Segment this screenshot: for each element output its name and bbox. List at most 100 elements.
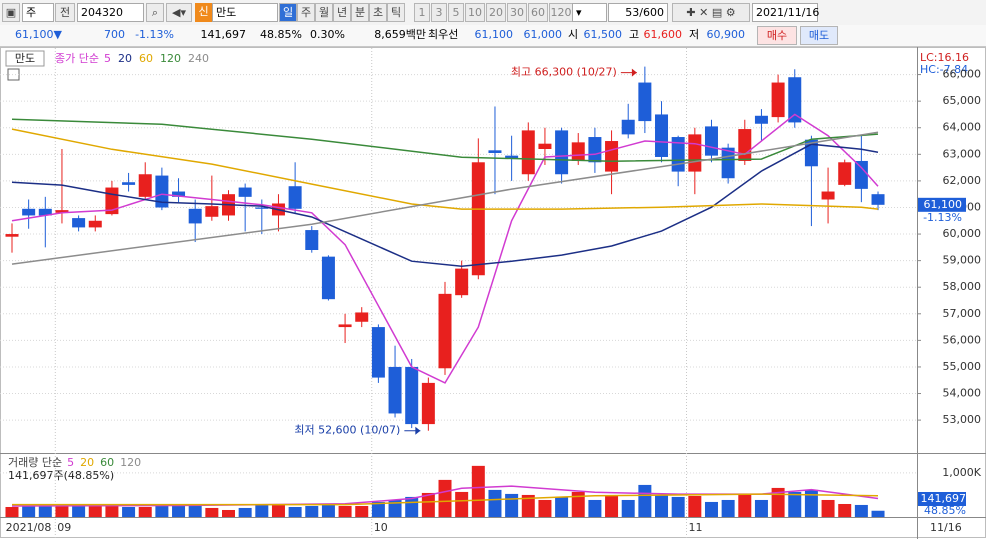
sell-button[interactable]: 매도 [800,26,838,45]
interval-select[interactable]: ▾ [572,3,607,22]
candle-body [838,162,852,185]
legend-entry: 240 [188,52,209,65]
interval-button[interactable]: 60 [528,3,548,22]
lc-label: LC:16.16 [920,51,969,64]
volume-bar [488,489,502,517]
tool-icons[interactable]: ✚ ✕ ▤ ⚙ [672,3,750,22]
volume-bar [704,501,718,517]
candle-body [138,174,152,197]
volume-bar [605,495,619,517]
period-button[interactable]: 주 [297,3,315,22]
count[interactable]: 53/600 [608,3,668,22]
candle-body [122,182,136,185]
period-button[interactable]: 월 [315,3,333,22]
interval-button[interactable]: 5 [448,3,464,22]
y-tick-label: 66,000 [943,68,982,81]
period-button[interactable]: 일 [279,3,297,22]
interval-button[interactable]: 3 [431,3,447,22]
period-button[interactable]: 틱 [387,3,405,22]
code-input[interactable]: 204320 [77,3,144,22]
type-select[interactable]: 주 [22,3,54,22]
candle-body [172,191,186,197]
period-button[interactable]: 분 [351,3,369,22]
buy-button[interactable]: 매수 [757,26,797,45]
last-volume-ratio: 48.85% [924,504,966,517]
search-icon[interactable]: ⌕ [146,3,164,22]
volume-bar [405,496,419,517]
annotation-arrowhead [415,426,421,435]
y-tick-label: 55,000 [943,360,982,373]
x-tick-label: 2021/08 [6,521,52,534]
amount: 8,659백만 [374,28,426,41]
candle-body [255,207,269,209]
y-tick-label: 60,000 [943,227,982,240]
name-input[interactable]: 만도 [212,3,278,22]
x-tick-label: 09 [57,521,71,534]
y-tick-label: 63,000 [943,147,982,160]
interval-button[interactable]: 120 [549,3,573,22]
y-tick-label: 56,000 [943,333,982,346]
volume: 141,697 [200,28,247,41]
legend-entry: 60 [100,456,114,469]
legend-entry: 20 [80,456,94,469]
legend-entry: 20 [118,52,132,65]
date-input[interactable]: 2021/11/16 [752,3,819,22]
candle-body [5,234,19,237]
moving-average-line [11,128,879,210]
candle-body [688,134,702,172]
legend-entry: 60 [139,52,153,65]
candle-body [355,312,369,322]
candle-body [555,130,569,175]
candle-body [605,141,619,172]
high-label: 고 [629,28,640,41]
volume-bar [838,503,852,517]
change-rate: -1.13% [135,28,174,41]
x-tick-label: 10 [374,521,388,534]
volume-bar [288,506,302,517]
price: 61,100▼ [15,28,62,41]
interval-button[interactable]: 1 [414,3,430,22]
grid-icon[interactable] [7,68,20,81]
candle-body [321,256,335,300]
legend-entry: 5 [67,456,74,469]
volume-bar [438,479,452,517]
candle-body [538,143,552,149]
period-button[interactable]: 년 [333,3,351,22]
moving-average-line [11,118,879,162]
volume-bar [22,505,36,517]
interval-button[interactable]: 30 [507,3,527,22]
y-tick-label: 53,000 [943,413,982,426]
legend-entry: 120 [120,456,141,469]
mode-button[interactable]: 전 [55,3,75,22]
sound-icon[interactable]: ◀▾ [166,3,192,22]
y-tick-label: 65,000 [943,94,982,107]
volume-bar [854,504,868,517]
candle-body [788,77,802,123]
candle-body [38,208,52,216]
candle-body [754,115,768,124]
candle-body [505,155,519,159]
name-box [5,50,45,67]
volume-bar [671,496,685,517]
last-volume: 141,697 [921,492,967,505]
y-tick-label: 64,000 [943,121,982,134]
period-button[interactable]: 초 [369,3,387,22]
interval-button[interactable]: 20 [486,3,506,22]
annotation: 최저 52,600 (10/07) [294,424,400,437]
candle-body [871,194,885,205]
interval-button[interactable]: 10 [465,3,485,22]
candle-body [438,293,452,369]
volume-bar [105,504,119,517]
moving-average-line [11,131,879,265]
volume-bar [455,491,469,517]
tag: 신 [195,3,212,22]
candle-body [288,186,302,209]
menu-icon[interactable]: ▣ [2,3,20,22]
legend-prefix: 종가 단순 [55,52,99,65]
volume-bar [338,505,352,517]
candle-body [521,130,535,175]
volume-bar [255,504,269,517]
volume-bar [388,499,402,517]
candle-body [704,126,718,156]
